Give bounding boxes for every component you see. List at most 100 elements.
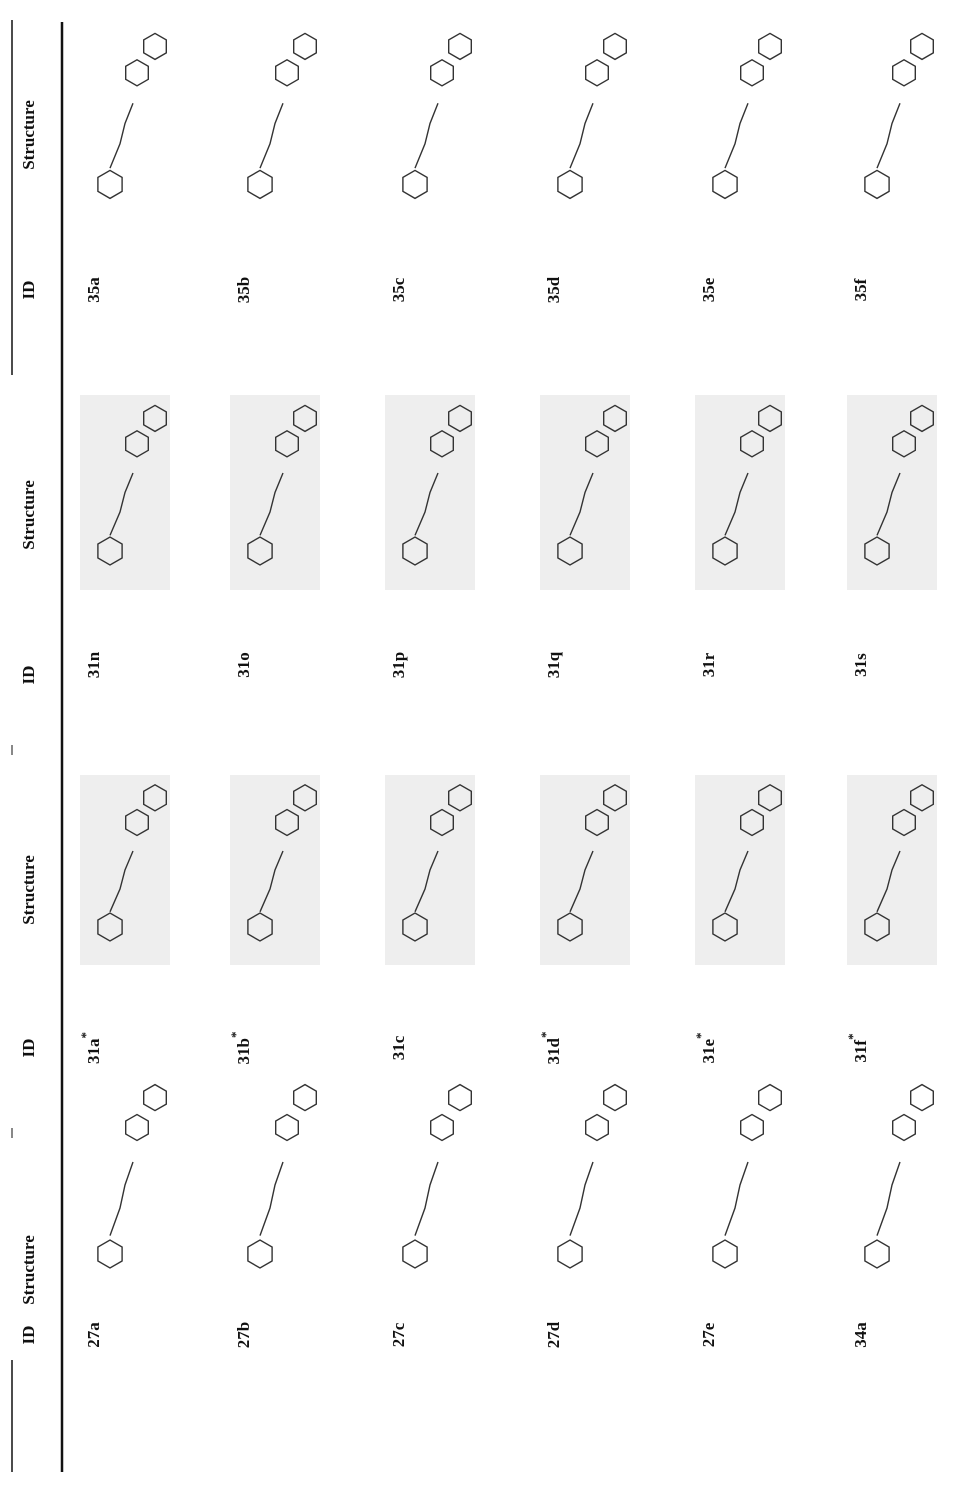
ring — [604, 1085, 627, 1111]
structure-image — [403, 1085, 471, 1268]
id-text: 31c — [389, 1035, 408, 1060]
id-text: 31n — [84, 651, 103, 678]
column-header: Structure — [19, 1235, 38, 1305]
ring — [759, 33, 782, 59]
compound-id: 31d* — [538, 1032, 563, 1065]
id-text: 35c — [389, 277, 408, 302]
compound-id: 35d — [544, 276, 563, 303]
id-text: 35e — [699, 277, 718, 302]
column-header: ID — [19, 1039, 38, 1058]
ring — [893, 1115, 916, 1141]
structure-image — [230, 395, 320, 590]
structure-image — [385, 395, 475, 590]
column-header: ID — [19, 281, 38, 300]
chain — [415, 103, 438, 168]
structure-image — [713, 1085, 781, 1268]
ring — [558, 170, 582, 198]
id-text: 27e — [699, 1322, 718, 1347]
id-text: 31o — [234, 652, 253, 678]
structure-image — [80, 395, 170, 590]
ring — [248, 170, 272, 198]
structure-image — [695, 775, 785, 965]
compound-id: 35f — [851, 278, 870, 301]
ring — [449, 33, 472, 59]
compound-id: 35c — [389, 277, 408, 302]
structure-image — [248, 1085, 316, 1268]
compound-id: 35e — [699, 277, 718, 302]
structure-image — [403, 33, 471, 198]
structure-image — [98, 33, 166, 198]
chain — [725, 103, 748, 168]
ring — [431, 1115, 454, 1141]
column-header: ID — [19, 1326, 38, 1345]
ring — [144, 1085, 167, 1111]
structure-image — [80, 775, 170, 965]
ring — [403, 170, 427, 198]
ring — [865, 170, 889, 198]
compound-id: 31e* — [693, 1032, 718, 1063]
chain — [570, 103, 593, 168]
id-note: * — [78, 1032, 93, 1039]
id-text: 31e — [699, 1039, 718, 1064]
id-text: 27c — [389, 1322, 408, 1347]
ring — [98, 170, 122, 198]
ring — [403, 1240, 427, 1268]
id-text: 31d — [544, 1037, 563, 1064]
compound-id: 27c — [389, 1322, 408, 1347]
id-note: * — [845, 1033, 860, 1040]
ring — [759, 1085, 782, 1111]
chain — [570, 1162, 593, 1236]
id-text: 31a — [84, 1038, 103, 1064]
compound-id: 31c — [389, 1035, 408, 1060]
column-header: ID — [19, 666, 38, 685]
compound-id: 35b — [234, 277, 253, 303]
compound-id: 35a — [84, 277, 103, 303]
compound-id: 27b — [234, 1322, 253, 1348]
chain — [260, 103, 283, 168]
ring — [294, 1085, 317, 1111]
column-header: Structure — [19, 100, 38, 170]
structure-image — [385, 775, 475, 965]
structure-image — [540, 395, 630, 590]
chain — [260, 1162, 283, 1236]
id-note: * — [228, 1032, 243, 1039]
ring — [126, 60, 149, 86]
ring — [713, 170, 737, 198]
ring — [558, 1240, 582, 1268]
structure-image — [713, 33, 781, 198]
structure-image — [847, 775, 937, 965]
ring — [98, 1240, 122, 1268]
rotated-table: ID Structure ID Structure ID Structure ID Struc… — [0, 0, 955, 1489]
compound-id: 31n — [84, 651, 103, 678]
ring — [431, 60, 454, 86]
ring — [449, 1085, 472, 1111]
structure-image — [230, 775, 320, 965]
chain — [877, 103, 900, 168]
compound-id: 31f* — [845, 1033, 870, 1062]
id-text: 31b — [234, 1038, 253, 1064]
column-header: Structure — [19, 855, 38, 925]
id-note: * — [693, 1032, 708, 1039]
compound-id: 31o — [234, 652, 253, 678]
compound-id: 31b* — [228, 1032, 253, 1065]
structure-image — [558, 33, 626, 198]
id-text: 35d — [544, 276, 563, 303]
id-text: 31q — [544, 651, 563, 678]
ring — [294, 33, 317, 59]
structure-image — [540, 775, 630, 965]
ring — [911, 1085, 934, 1111]
chain — [725, 1162, 748, 1236]
ring — [586, 1115, 609, 1141]
ring — [604, 33, 627, 59]
structure-image — [865, 1085, 933, 1268]
id-text: 27b — [234, 1322, 253, 1348]
ring — [586, 60, 609, 86]
column-header: Structure — [19, 480, 38, 550]
id-text: 27a — [84, 1322, 103, 1348]
compound-id: 31s — [851, 653, 870, 677]
ring — [144, 33, 167, 59]
ring — [893, 60, 916, 86]
ring — [276, 60, 299, 86]
structure-image — [558, 1085, 626, 1268]
compound-id: 34a — [851, 1322, 870, 1348]
